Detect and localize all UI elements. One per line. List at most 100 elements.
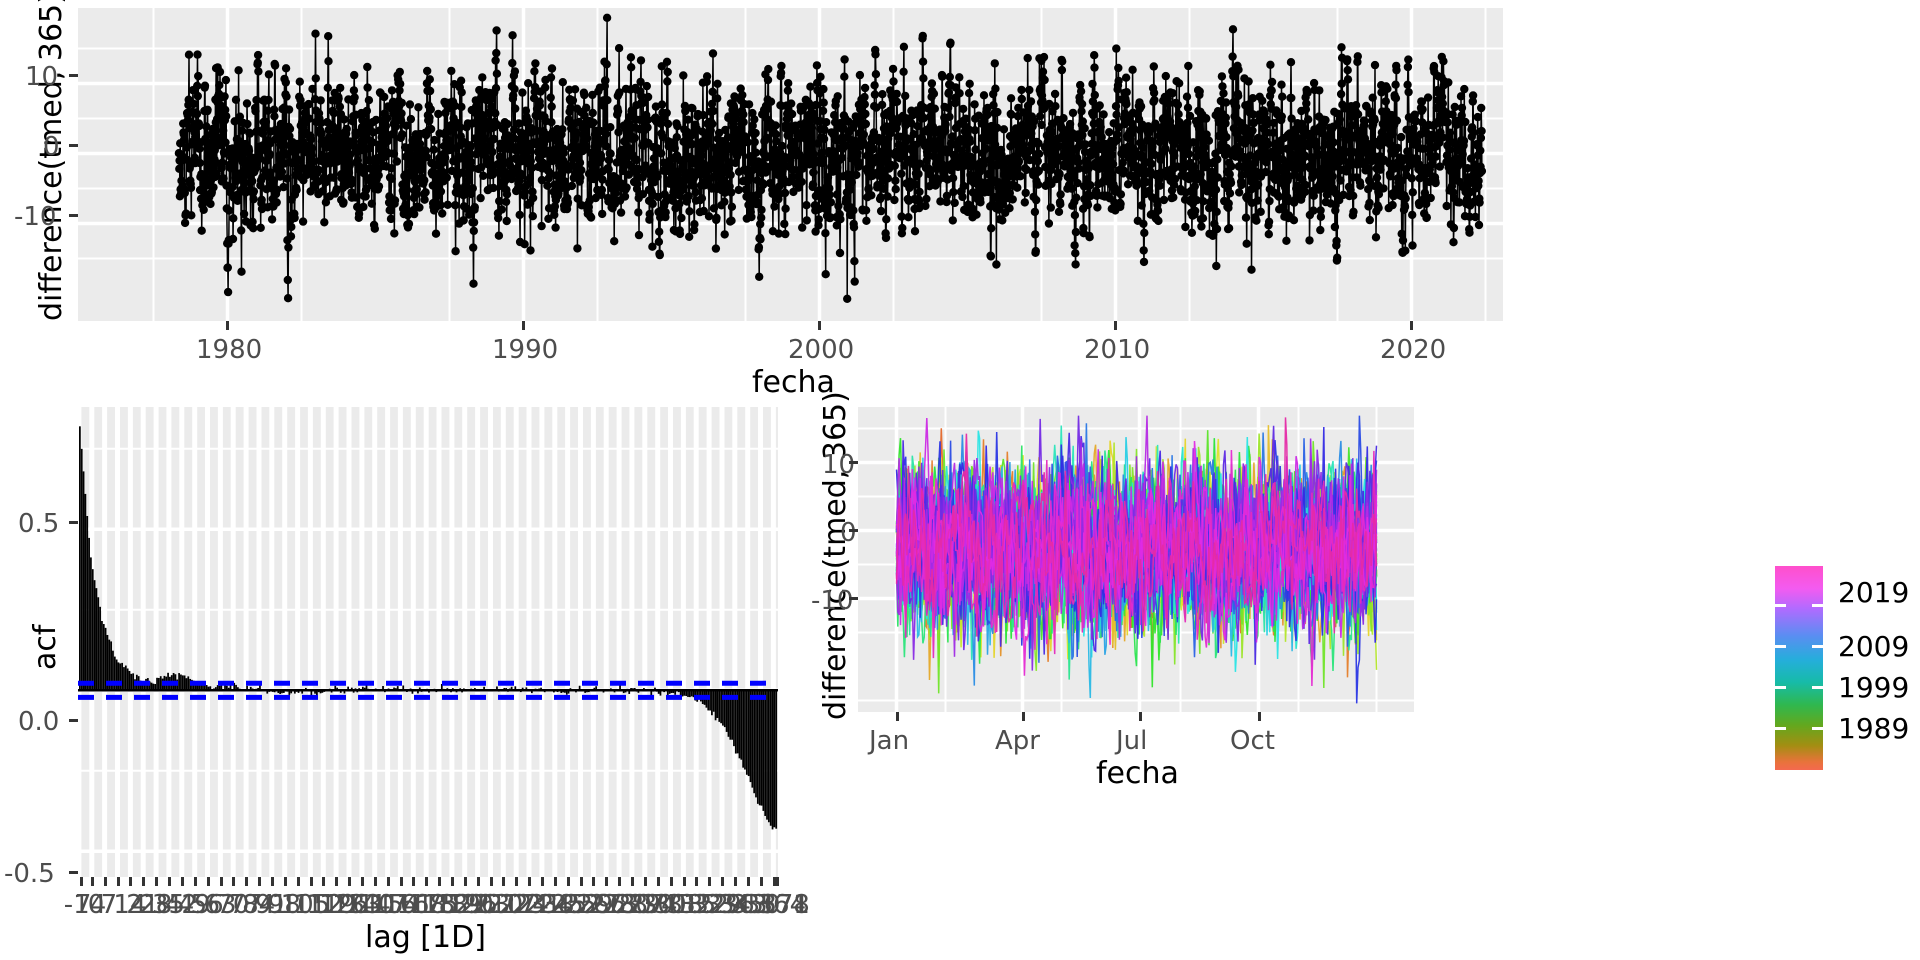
acf-x-tick-label: 133: [332, 890, 382, 920]
season-y-tickmark-neg10: [849, 597, 858, 600]
legend-label-1999: 1999: [1838, 671, 1910, 704]
acf-x-tickmark: [669, 877, 673, 886]
acf-x-tickmark: [335, 877, 339, 886]
top-y-tick-0: 0: [43, 132, 60, 162]
acf-x-tick-label: 98: [267, 890, 301, 920]
acf-x-tickmark: [502, 877, 506, 886]
season-y-axis-title: difference(tmed, 365): [818, 391, 853, 720]
top-series-plot: [78, 8, 1503, 321]
acf-x-tickmark: [90, 877, 94, 886]
acf-x-tickmark: [193, 877, 197, 886]
acf-x-tickmark: [463, 877, 467, 886]
acf-x-tickmark: [79, 877, 83, 886]
acf-x-tick-label: 189: [435, 890, 485, 920]
legend-tick-2009: [1775, 645, 1786, 648]
acf-x-tickmark: [489, 877, 493, 886]
acf-x-tickmark: [605, 877, 609, 886]
acf-x-tick-label: 49: [177, 890, 211, 920]
acf-x-tickmark: [116, 877, 120, 886]
acf-x-tick-label: 161: [383, 890, 434, 920]
acf-x-tickmark: [746, 877, 750, 886]
legend-label-2019: 2019: [1838, 576, 1910, 609]
acf-x-tick-label: 63: [203, 890, 237, 920]
season-x-tickmark-jan: [896, 712, 899, 721]
acf-x-tickmark: [348, 877, 352, 886]
season-x-tick-oct: Oct: [1230, 726, 1275, 756]
acf-x-tick-label: 168: [396, 890, 447, 920]
acf-x-tick-label: 28: [139, 890, 173, 920]
acf-x-tick-label: 7: [100, 890, 118, 920]
acf-x-tick-label: 273: [589, 890, 639, 920]
top-y-tickmark-10: [69, 74, 78, 77]
acf-y-tickmark-neg05: [69, 871, 78, 874]
season-y-tickmark-10: [849, 461, 858, 464]
acf-x-tickmark: [708, 877, 712, 886]
acf-x-tick-label: 217: [486, 890, 537, 920]
acf-x-tickmark: [386, 877, 390, 886]
acf-x-tickmark: [682, 877, 686, 886]
acf-plot: [78, 407, 778, 877]
acf-x-tick-label: 378: [760, 890, 810, 920]
top-x-tick-1980: 1980: [196, 335, 263, 365]
acf-x-tickmark: [643, 877, 647, 886]
acf-y-tickmark-00: [69, 719, 78, 722]
acf-x-tick-label: 77: [229, 890, 263, 920]
top-x-tickmark-2020: [1410, 321, 1413, 330]
top-x-tick-2020: 2020: [1380, 335, 1447, 365]
acf-x-tick-label: 147: [357, 890, 408, 920]
acf-x-tickmark: [759, 877, 763, 886]
acf-x-tick-label: 91: [254, 890, 288, 920]
acf-x-tickmark: [296, 877, 300, 886]
acf-x-tickmark: [618, 877, 622, 886]
acf-x-tickmark: [515, 877, 519, 886]
acf-x-tick-label: 245: [537, 890, 588, 920]
legend-label-2009: 2009: [1838, 630, 1910, 663]
acf-x-tick-label: 7: [74, 890, 92, 920]
season-x-tickmark-jul: [1139, 712, 1142, 721]
acf-x-tickmark: [438, 877, 442, 886]
acf-x-tick-label: 294: [627, 890, 678, 920]
top-x-tick-2010: 2010: [1084, 335, 1151, 365]
acf-x-tickmark: [155, 877, 159, 886]
acf-x-tick-label: 175: [409, 890, 459, 920]
acf-x-tick-label: 357: [743, 890, 794, 920]
season-y-tick-neg10: -10: [811, 586, 854, 616]
legend-tick-1989: [1775, 727, 1786, 730]
acf-x-tick-label: 154: [370, 890, 421, 920]
year-colorbar-gradient: [1775, 566, 1823, 770]
top-x-tick-2000: 2000: [788, 335, 855, 365]
acf-x-tickmark: [631, 877, 634, 886]
season-x-axis-title: fecha: [1096, 756, 1179, 791]
acf-x-tickmark: [206, 877, 210, 886]
season-y-tickmark-0: [849, 529, 858, 532]
acf-x-tickmark: [142, 877, 146, 886]
acf-x-tickmark: [322, 877, 326, 886]
top-x-tickmark-1990: [522, 321, 525, 330]
legend-tick-2019: [1775, 604, 1786, 607]
acf-x-tickmark: [309, 877, 313, 886]
acf-x-tick-label: 322: [679, 890, 729, 920]
acf-x-tick-label: 301: [640, 890, 691, 920]
acf-x-tickmark: [283, 877, 287, 886]
acf-x-tick-label: 210: [473, 890, 524, 920]
acf-x-tick-label: 196: [447, 890, 498, 920]
acf-x-tickmark: [656, 877, 660, 886]
acf-x-tick-label: 42: [164, 890, 198, 920]
acf-x-tickmark: [476, 877, 480, 886]
top-x-tickmark-1980: [226, 321, 229, 330]
acf-x-axis-title: lag [1D]: [365, 920, 486, 955]
acf-x-tickmark: [258, 877, 262, 886]
acf-x-tick-label: 231: [512, 890, 562, 920]
season-y-tick-0: 0: [840, 518, 857, 548]
acf-x-tickmark: [721, 877, 724, 886]
acf-x-tickmark: [772, 877, 776, 886]
legend-tick-1999: [1775, 686, 1786, 689]
acf-y-tick-neg05: -0.5: [4, 859, 55, 889]
legend-tick-2019b: [1812, 604, 1823, 607]
acf-x-tickmark: [566, 877, 570, 886]
acf-x-tick-label: 56: [190, 890, 224, 920]
acf-x-tickmark: [219, 877, 223, 886]
acf-x-tickmark: [528, 877, 532, 886]
season-x-tickmark-oct: [1258, 712, 1261, 721]
top-y-tickmark-neg10: [69, 214, 78, 217]
